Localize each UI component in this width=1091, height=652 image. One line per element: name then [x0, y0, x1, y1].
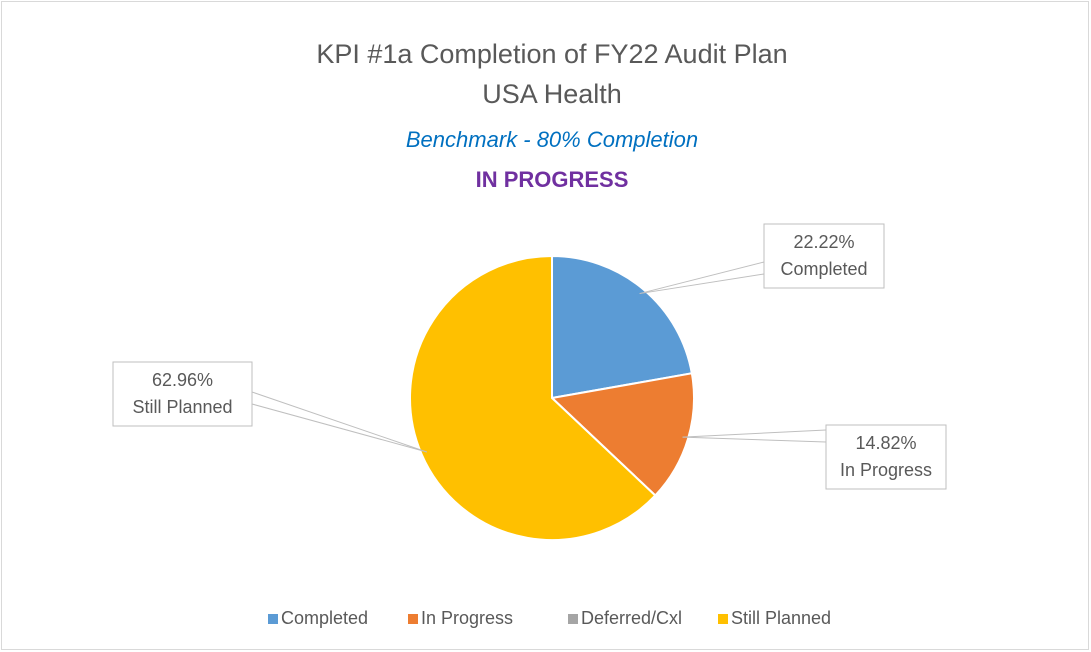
data-label: 14.82% [855, 433, 916, 453]
leader-line [682, 429, 827, 438]
label-box [825, 424, 947, 490]
label-box [763, 223, 885, 289]
leader-line [639, 261, 765, 295]
annotation: IN PROGRESS [476, 167, 629, 192]
chart-title: KPI #1a Completion of FY22 Audit Plan [316, 39, 787, 69]
legend-swatch [268, 614, 278, 624]
pie-slice [551, 254, 693, 400]
legend-label: Deferred/Cxl [581, 608, 682, 628]
legend-swatch [718, 614, 728, 624]
legend-label: In Progress [421, 608, 513, 628]
legend-swatch [408, 614, 418, 624]
leader-line [639, 273, 765, 295]
legend-label: Completed [281, 608, 368, 628]
annotation: Benchmark - 80% Completion [406, 127, 698, 152]
pie-slice [549, 372, 695, 497]
pie-slice [409, 254, 657, 541]
data-label: 62.96% [152, 370, 213, 390]
leader-line [682, 436, 827, 443]
legend-label: Still Planned [731, 608, 831, 628]
data-label: 22.22% [793, 232, 854, 252]
data-label: Still Planned [132, 397, 232, 417]
label-box [112, 361, 253, 427]
leader-line [251, 391, 427, 453]
leader-line [251, 403, 427, 453]
legend-swatch [568, 614, 578, 624]
data-label: In Progress [840, 460, 932, 480]
data-label: Completed [780, 259, 867, 279]
chart-subtitle: USA Health [482, 79, 622, 109]
